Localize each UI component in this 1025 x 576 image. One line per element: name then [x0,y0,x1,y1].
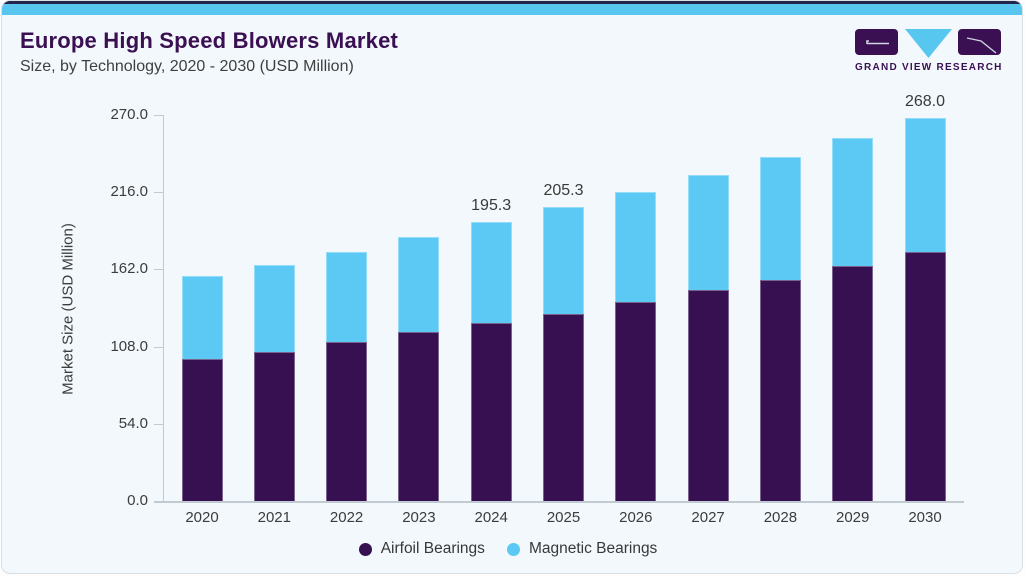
page-subtitle: Size, by Technology, 2020 - 2030 (USD Mi… [20,58,354,75]
x-axis-label-2023: 2023 [402,509,436,526]
x-axis-label-2027: 2027 [691,509,725,526]
y-axis-tick [154,501,163,502]
bar-segment-magnetic-2029 [832,138,874,267]
y-axis-tick [154,346,163,348]
bar-segment-airfoil-2024 [470,322,512,501]
y-axis-tick [154,423,163,425]
gvr-logo-r-icon [958,29,1001,55]
x-axis-line [154,501,964,503]
legend-label-magnetic: Magnetic Bearings [528,540,658,557]
y-axis-line [163,114,164,502]
y-axis-tick-label: 54.0 [118,414,148,432]
bar-segment-airfoil-2029 [832,266,874,501]
y-axis-tick-label: 216.0 [110,183,148,201]
x-axis-label-2020: 2020 [185,509,219,526]
y-axis-tick-label: 108.0 [110,337,148,355]
bar-segment-airfoil-2021 [253,351,295,501]
y-axis-title: Market Size (USD Million) [59,223,77,395]
bar-segment-airfoil-2025 [543,313,584,501]
bar-segment-magnetic-2020 [181,276,223,360]
bar-value-label-2024: 195.3 [471,196,512,214]
top-accent-blue-strip [2,4,1022,15]
bar-segment-magnetic-2028 [759,156,801,281]
legend-item-airfoil: Airfoil Bearings [358,540,485,558]
bar-segment-magnetic-2025 [543,207,584,314]
x-axis-label-2024: 2024 [474,509,508,526]
legend-dot-magnetic [506,542,520,556]
gvr-logo-v-icon [904,29,952,58]
bar-segment-airfoil-2027 [687,289,729,501]
bar-segment-magnetic-2021 [253,264,295,352]
bar-segment-airfoil-2030 [904,252,946,501]
x-axis-label-2028: 2028 [763,509,798,526]
bar-segment-airfoil-2026 [615,302,657,501]
bar-segment-magnetic-2030 [904,117,946,253]
x-axis-label-2026: 2026 [619,509,653,526]
bar-value-label-2025: 205.3 [543,182,584,200]
top-accent-dark-line [2,1,1022,4]
y-axis-tick [154,269,163,271]
y-axis-tick [154,114,163,116]
y-axis-tick [154,192,163,194]
bar-segment-magnetic-2027 [687,174,729,290]
bar-value-label-2030: 268.0 [904,92,946,110]
legend-label-airfoil: Airfoil Bearings [380,540,485,557]
x-axis-label-2021: 2021 [257,509,291,526]
bar-segment-airfoil-2028 [759,280,801,501]
y-axis-tick-label: 0.0 [127,492,148,509]
bar-segment-magnetic-2026 [615,191,657,303]
gvr-logo-text: GRAND VIEW RESEARCH [855,62,1003,73]
x-axis-label-2025: 2025 [546,509,581,526]
legend-item-magnetic: Magnetic Bearings [506,540,658,558]
y-axis-tick-label: 270.0 [110,105,148,123]
chart-legend: Airfoil Bearings Magnetic Bearings [2,540,1014,558]
bar-segment-magnetic-2022 [326,251,368,342]
bar-segment-magnetic-2023 [398,236,440,332]
page-title: Europe High Speed Blowers Market [20,28,399,53]
bar-segment-airfoil-2020 [181,359,223,501]
bar-segment-airfoil-2022 [326,341,368,501]
gvr-logo-g-icon [855,29,898,55]
x-axis-label-2029: 2029 [836,509,870,526]
bar-segment-magnetic-2024 [470,221,512,323]
legend-dot-airfoil [358,542,372,556]
y-axis-tick-label: 162.0 [110,260,148,278]
x-axis-label-2022: 2022 [329,509,364,526]
grand-view-research-logo: GRAND VIEW RESEARCH [855,29,1001,73]
bar-segment-airfoil-2023 [398,331,440,501]
x-axis-label-2030: 2030 [908,509,942,526]
gvr-logo-icon [855,29,1001,58]
